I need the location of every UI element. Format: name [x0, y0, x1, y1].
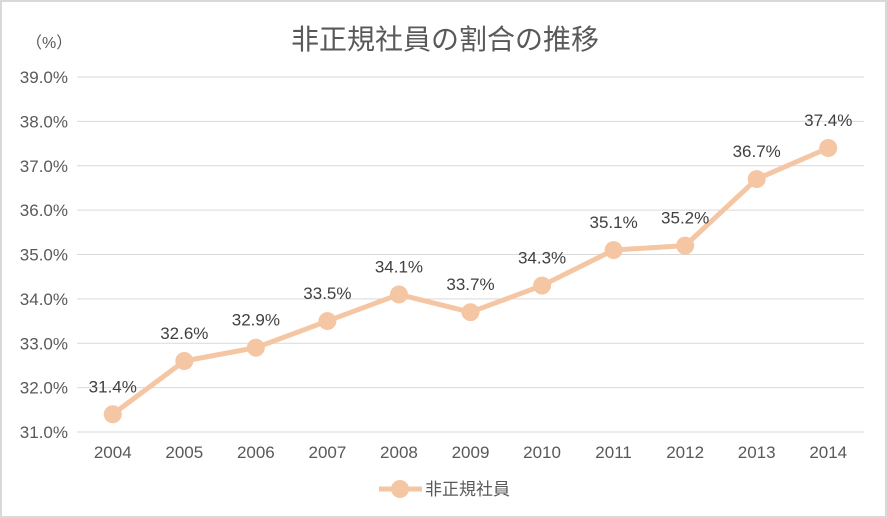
x-axis-tick-label: 2011 — [595, 443, 632, 462]
x-axis-tick-label: 2014 — [809, 443, 847, 462]
legend-marker-swatch — [391, 480, 409, 498]
gridlines-layer — [77, 76, 864, 433]
data-labels-layer: 31.4% 32.6% 32.9% 33.5% 34.1% 33.7% 34.3% 35.1%… — [89, 111, 853, 396]
y-axis-tick-label: 37.0% — [20, 157, 68, 176]
y-axis-tick-label: 39.0% — [20, 68, 68, 87]
data-point-label: 35.1% — [589, 213, 637, 232]
data-point-label: 37.4% — [804, 111, 852, 130]
data-point-marker — [747, 170, 766, 189]
y-axis-unit-label: （%） — [26, 34, 72, 52]
x-axis-tick-label: 2007 — [308, 443, 346, 462]
y-axis-tick-label: 31.0% — [20, 423, 68, 442]
x-axis-tick-label: 2009 — [452, 443, 490, 462]
data-point-label: 32.9% — [232, 311, 280, 330]
y-axis-tick-label: 33.0% — [20, 334, 68, 353]
data-point-marker — [175, 352, 194, 370]
data-point-label: 33.5% — [303, 284, 351, 303]
data-point-marker — [246, 338, 265, 357]
data-point-marker — [533, 276, 552, 295]
series-layer — [103, 139, 838, 424]
data-point-marker — [604, 241, 623, 260]
data-point-label: 36.7% — [733, 142, 781, 161]
data-point-marker — [389, 285, 408, 304]
x-axis-tick-label: 2012 — [666, 443, 704, 462]
x-axis-tick-label: 2008 — [380, 443, 418, 462]
data-point-marker — [318, 312, 337, 331]
data-point-marker — [461, 303, 480, 322]
data-point-label: 32.6% — [160, 324, 208, 343]
y-axis-tick-label: 35.0% — [20, 246, 68, 265]
data-point-label: 33.7% — [446, 275, 494, 294]
data-point-label: 34.1% — [375, 257, 423, 276]
legend: 非正規社員 — [379, 480, 510, 499]
legend-label: 非正規社員 — [425, 480, 510, 499]
y-axis-tick-label: 34.0% — [20, 290, 68, 309]
data-point-label: 31.4% — [89, 377, 137, 396]
chart-title: 非正規社員の割合の推移 — [291, 24, 599, 55]
data-point-marker — [103, 405, 122, 424]
y-axis-tick-label: 32.0% — [20, 379, 68, 398]
x-axis-tick-label: 2006 — [237, 443, 275, 462]
y-axis-tick-label: 36.0% — [20, 201, 68, 220]
data-point-label: 34.3% — [518, 249, 566, 268]
data-point-label: 35.2% — [661, 209, 709, 228]
x-axis-tick-label: 2013 — [738, 443, 776, 462]
data-point-marker — [676, 236, 695, 255]
x-axis-tick-label: 2010 — [523, 443, 561, 462]
data-point-marker — [819, 139, 838, 157]
x-axis-tick-label: 2005 — [165, 443, 203, 462]
x-axis-tick-label: 2004 — [94, 443, 132, 462]
axis-labels-layer: 31.0% 32.0% 33.0% 34.0% 35.0% 36.0% 37.0% 38.0%… — [20, 68, 847, 462]
y-axis-tick-label: 38.0% — [20, 112, 68, 131]
